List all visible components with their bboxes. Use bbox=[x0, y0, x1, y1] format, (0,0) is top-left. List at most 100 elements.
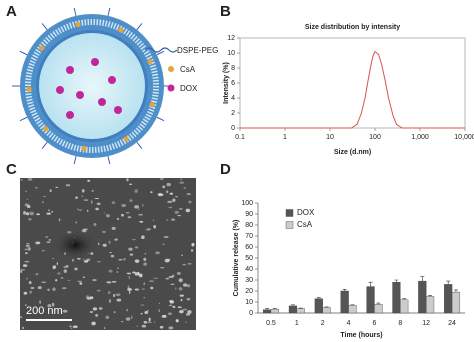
particle bbox=[172, 305, 176, 308]
x-tick-label: 10 bbox=[326, 134, 334, 141]
particle bbox=[86, 296, 92, 300]
y-axis-label: Cumulative release (%) bbox=[233, 220, 240, 297]
particle bbox=[75, 221, 77, 224]
particle bbox=[183, 283, 188, 287]
particle bbox=[117, 267, 119, 269]
particle bbox=[86, 258, 91, 261]
particle bbox=[126, 178, 129, 182]
error-bar bbox=[342, 289, 347, 291]
particle bbox=[74, 267, 78, 271]
particle bbox=[110, 254, 115, 258]
particle bbox=[188, 200, 192, 204]
particle bbox=[20, 179, 24, 181]
particle bbox=[164, 258, 170, 263]
particle bbox=[166, 190, 169, 194]
bar bbox=[262, 309, 272, 314]
particle bbox=[165, 277, 170, 280]
particle bbox=[168, 275, 174, 278]
particle bbox=[134, 189, 138, 193]
core bbox=[39, 33, 145, 139]
particle bbox=[170, 299, 173, 303]
bar bbox=[366, 286, 375, 314]
particle bbox=[168, 326, 174, 330]
x-tick-label: 12 bbox=[422, 320, 430, 327]
dox-molecule bbox=[91, 58, 99, 66]
particle bbox=[106, 281, 112, 284]
particle bbox=[98, 242, 100, 246]
particle bbox=[186, 297, 191, 301]
particle bbox=[138, 208, 140, 210]
bar bbox=[340, 290, 349, 314]
legend-swatch bbox=[285, 221, 294, 229]
bar bbox=[374, 304, 383, 314]
y-tick-label: 20 bbox=[245, 288, 253, 295]
panel-label: D bbox=[220, 161, 231, 178]
particle bbox=[180, 298, 183, 302]
particle bbox=[27, 205, 31, 209]
particle bbox=[34, 187, 39, 189]
error-bar bbox=[446, 280, 451, 285]
particle bbox=[75, 196, 78, 199]
particle bbox=[28, 280, 32, 285]
particle bbox=[178, 287, 183, 291]
particle bbox=[146, 228, 151, 231]
particle bbox=[185, 208, 191, 213]
particle bbox=[77, 280, 83, 283]
dox-molecule bbox=[98, 98, 106, 106]
particle bbox=[37, 286, 42, 290]
x-tick-label: 6 bbox=[372, 320, 376, 327]
particle bbox=[153, 321, 156, 323]
panel-label: A bbox=[6, 3, 17, 20]
particle bbox=[39, 300, 42, 304]
error-bar bbox=[324, 306, 329, 308]
dox-molecule bbox=[114, 106, 122, 114]
particle bbox=[139, 220, 144, 223]
particle bbox=[143, 257, 147, 262]
particle bbox=[185, 321, 187, 323]
particle bbox=[183, 187, 186, 189]
liposome-diagram: DSPE-PEG CsA DOX bbox=[12, 7, 218, 165]
particle bbox=[187, 310, 192, 314]
y-axis-label: Intensity (%) bbox=[223, 62, 230, 104]
particle bbox=[72, 325, 78, 329]
particle bbox=[91, 321, 96, 326]
particle bbox=[127, 285, 130, 289]
particle bbox=[134, 205, 140, 209]
error-bar bbox=[453, 289, 458, 293]
particle bbox=[63, 266, 66, 268]
particle bbox=[135, 246, 139, 249]
error-bar bbox=[316, 297, 321, 299]
particle bbox=[83, 199, 89, 201]
particle bbox=[30, 286, 35, 290]
csa-molecule bbox=[118, 27, 124, 33]
particle bbox=[83, 258, 85, 261]
particle bbox=[96, 289, 101, 292]
particle bbox=[25, 212, 30, 216]
particle bbox=[158, 302, 161, 305]
particle bbox=[83, 260, 89, 263]
particle bbox=[179, 309, 184, 314]
particle bbox=[125, 317, 131, 321]
y-tick-label: 30 bbox=[245, 277, 253, 284]
particle bbox=[114, 238, 118, 241]
particle bbox=[177, 215, 181, 217]
csa-molecule bbox=[147, 58, 153, 65]
particle bbox=[149, 280, 154, 282]
csa-molecule bbox=[123, 136, 129, 142]
particle bbox=[27, 177, 33, 181]
particle bbox=[122, 258, 126, 261]
particle bbox=[51, 210, 54, 213]
particle bbox=[20, 268, 26, 271]
x-tick-label: 100 bbox=[369, 134, 381, 141]
particle bbox=[25, 190, 27, 192]
particle bbox=[116, 270, 119, 273]
particle bbox=[24, 248, 28, 251]
csa-molecule bbox=[26, 86, 32, 92]
csa-molecule bbox=[39, 45, 45, 51]
particle bbox=[137, 271, 140, 276]
particle bbox=[81, 195, 84, 197]
particle bbox=[163, 235, 169, 239]
panel-label: B bbox=[220, 3, 231, 20]
x-tick-label: 0.1 bbox=[235, 134, 245, 141]
particle bbox=[153, 224, 157, 229]
